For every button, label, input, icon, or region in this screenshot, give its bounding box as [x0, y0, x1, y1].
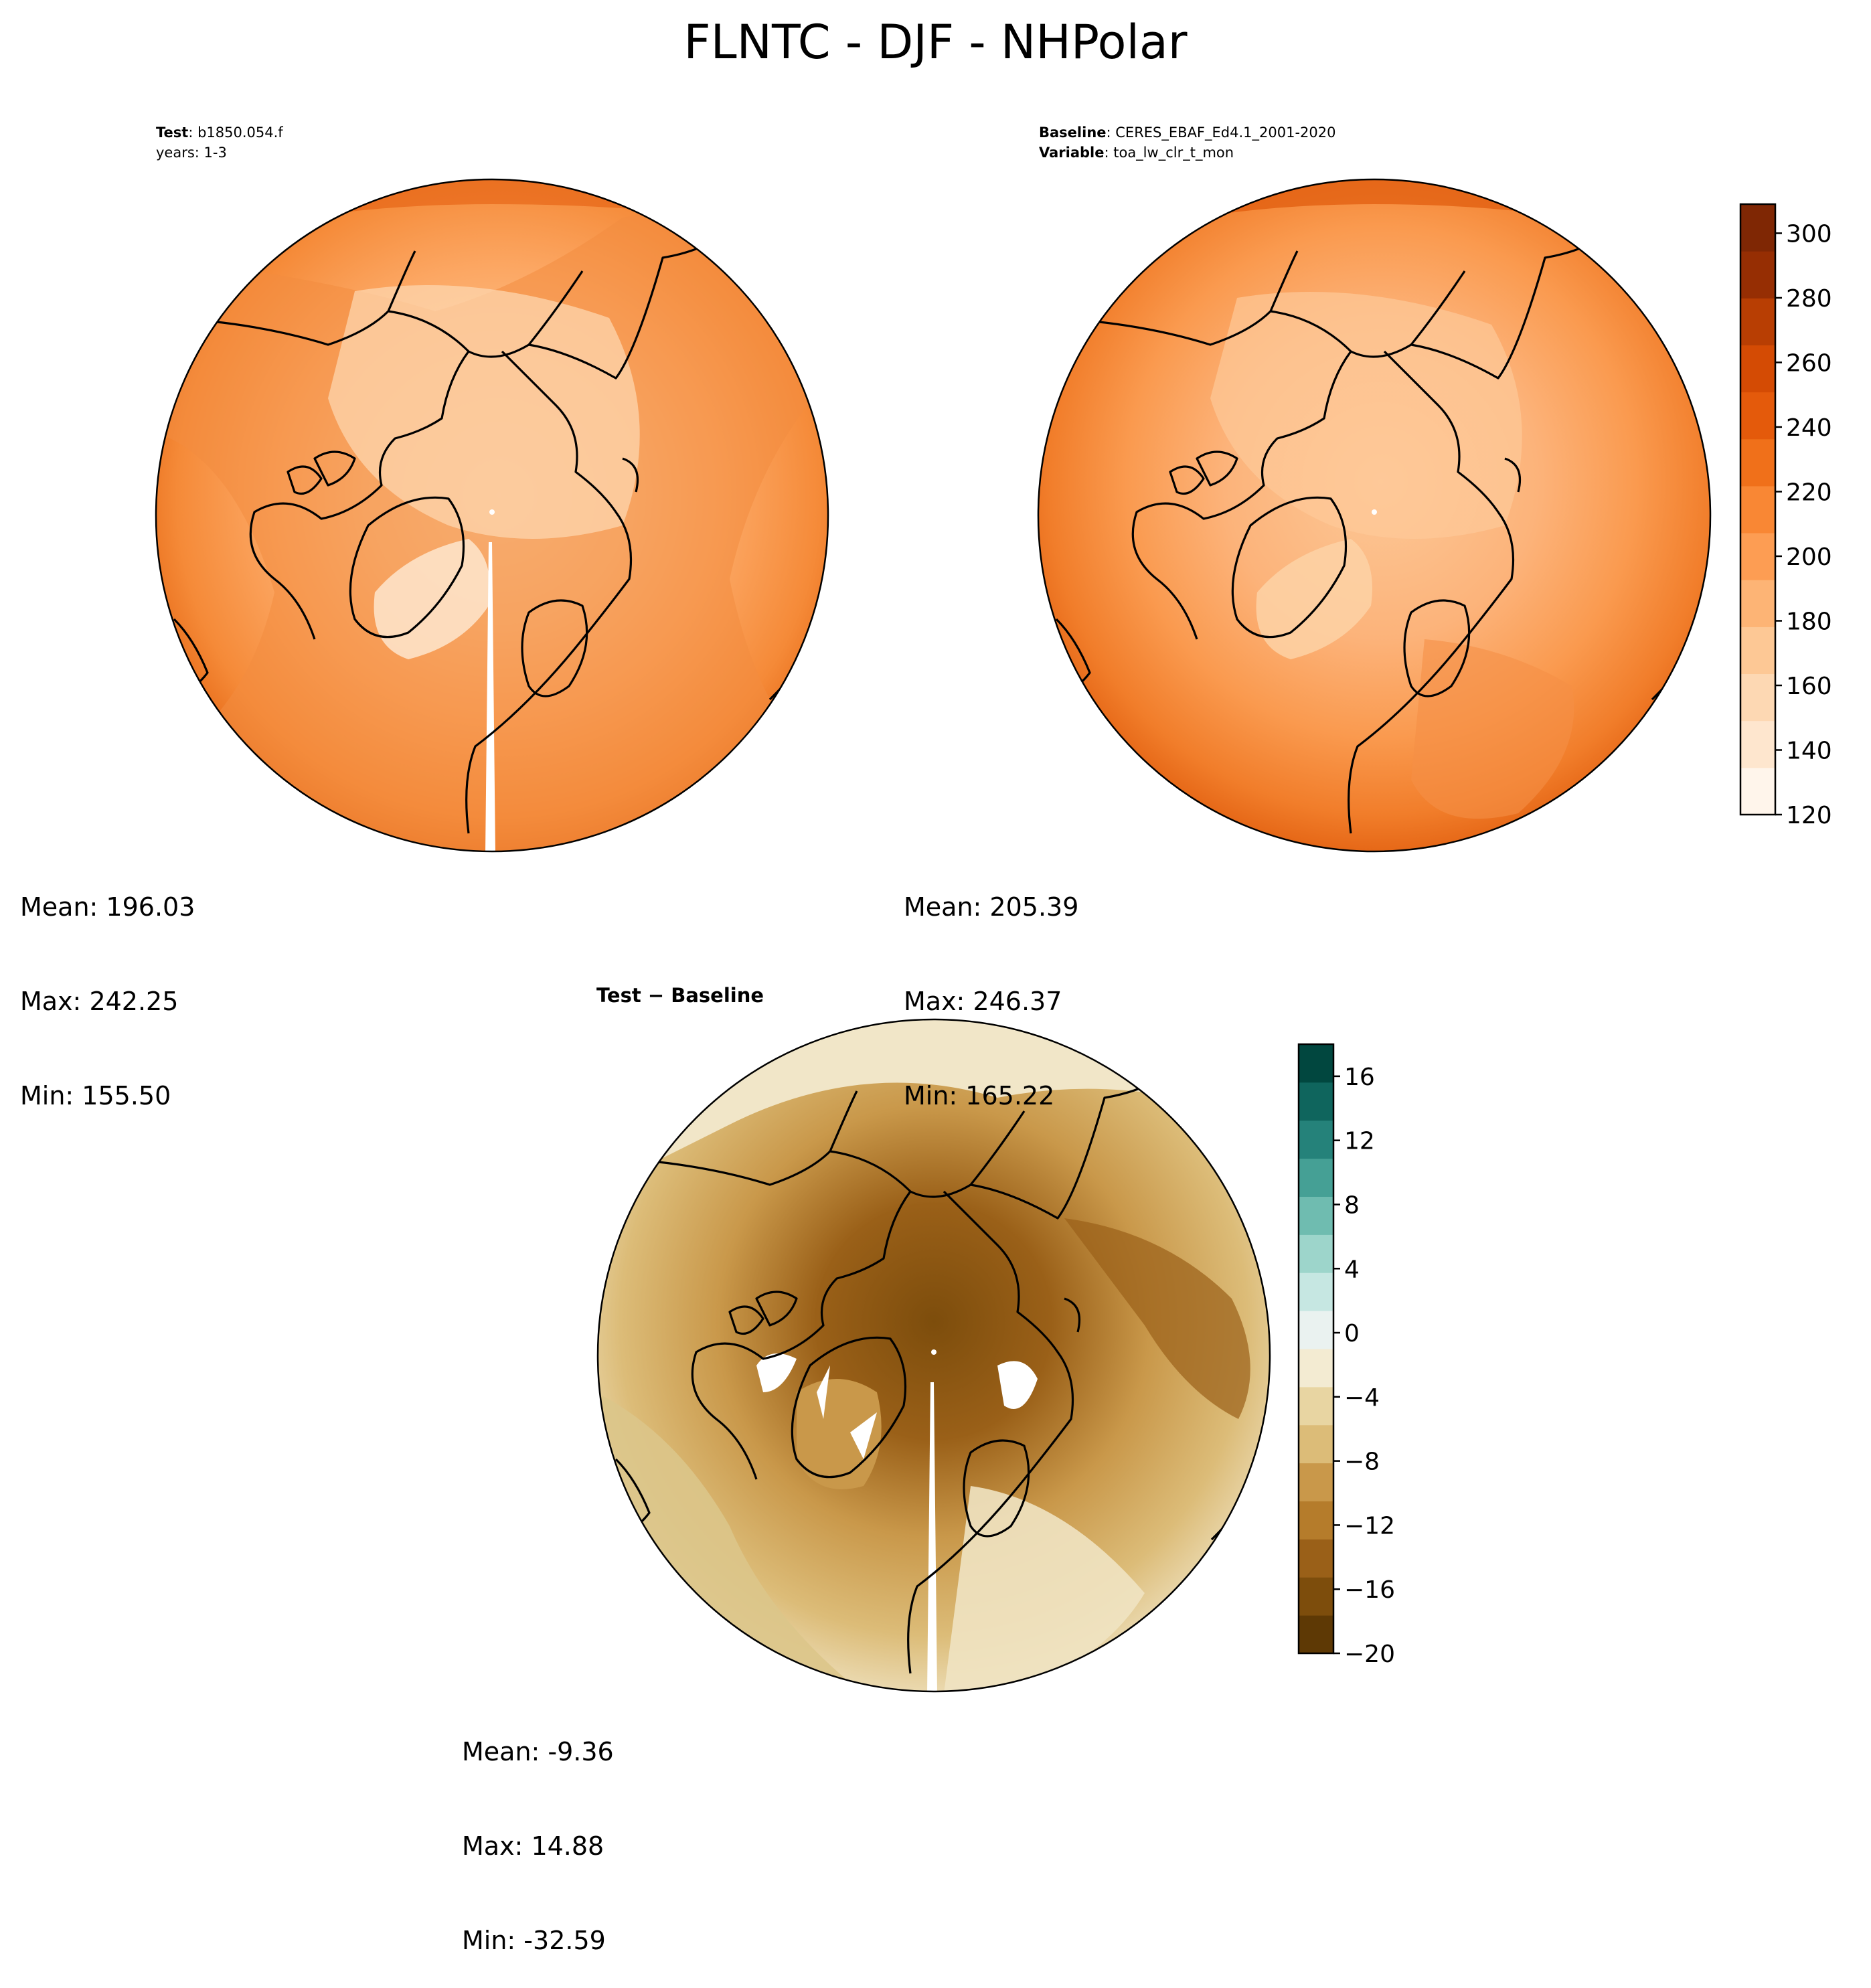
- diff-tick: −16: [1333, 1576, 1395, 1604]
- variable-label-key: Variable: [1039, 145, 1105, 161]
- main-tick: 300: [1775, 220, 1832, 248]
- diff-color-segment: [1299, 1463, 1333, 1501]
- main-color-segment: [1740, 533, 1775, 580]
- main-tick: 280: [1775, 285, 1832, 313]
- test-min: Min: 155.50: [20, 1081, 171, 1110]
- main-frame: [1739, 203, 1777, 816]
- diff-tick-label: 12: [1344, 1128, 1375, 1155]
- main-tick-label: 300: [1786, 220, 1832, 248]
- test-label-key: Test: [156, 125, 189, 141]
- main-color-segment: [1740, 673, 1775, 722]
- diff-color-segment: [1299, 1272, 1333, 1311]
- diff-tick: −8: [1333, 1448, 1380, 1476]
- main-tick: 220: [1775, 479, 1832, 506]
- diff-max: Max: 14.88: [462, 1831, 604, 1861]
- diff-mean: Mean: -9.36: [462, 1737, 614, 1766]
- diff-tick-label: −8: [1344, 1448, 1380, 1476]
- main-color-segment: [1740, 438, 1775, 487]
- main-tick: 240: [1775, 414, 1832, 442]
- diff-tick-label: −20: [1344, 1641, 1395, 1668]
- diff-tick: 8: [1333, 1191, 1360, 1219]
- main-color-segment: [1740, 720, 1775, 768]
- main-tick-label: 280: [1786, 285, 1832, 313]
- diff-color-segment: [1299, 1311, 1333, 1349]
- diff-color-segment: [1299, 1501, 1333, 1540]
- diff-tick: −20: [1333, 1641, 1395, 1668]
- diff-map: [596, 1018, 1271, 1693]
- diff-color-segment: [1299, 1196, 1333, 1235]
- diff-title: Test − Baseline: [596, 984, 764, 1007]
- diff-color-segment: [1299, 1349, 1333, 1388]
- main-color-segment: [1740, 251, 1775, 299]
- diff-tick: 12: [1333, 1128, 1375, 1155]
- baseline-min: Min: 165.22: [904, 1081, 1055, 1110]
- figure-title: FLNTC - DJF - NHPolar: [683, 15, 1188, 70]
- main-color-segment: [1740, 345, 1775, 393]
- main-colorbar: 120 140 160 180 200 220 240 260 280 300: [1739, 203, 1832, 829]
- main-color-segment: [1740, 485, 1775, 533]
- diff-color-segment: [1299, 1424, 1333, 1464]
- diff-tick-label: −4: [1344, 1384, 1380, 1412]
- diff-color-segment: [1299, 1615, 1333, 1654]
- baseline-label-key: Baseline: [1039, 125, 1107, 141]
- main-tick-label: 260: [1786, 349, 1832, 377]
- test-map: [155, 178, 829, 853]
- main-tick-label: 200: [1786, 544, 1832, 571]
- main-tick-label: 180: [1786, 608, 1832, 635]
- test-max: Max: 242.25: [20, 987, 179, 1016]
- diff-color-segment: [1299, 1158, 1333, 1197]
- diff-tick-label: −16: [1344, 1576, 1395, 1604]
- main-tick-label: 140: [1786, 737, 1832, 764]
- main-tick-label: 160: [1786, 673, 1832, 700]
- main-tick: 120: [1775, 802, 1832, 829]
- diff-color-segment: [1299, 1386, 1333, 1426]
- variable-label-value: : toa_lw_clr_t_mon: [1104, 145, 1234, 161]
- test-stats: Mean: 196.03 Max: 242.25 Min: 155.50: [20, 829, 195, 1143]
- diff-stats: Mean: -9.36 Max: 14.88 Min: -32.59: [462, 1673, 614, 1988]
- diff-tick: 0: [1333, 1320, 1360, 1347]
- main-color-segment: [1740, 298, 1775, 345]
- diff-color-segment: [1299, 1234, 1333, 1273]
- test-label: Test: b1850.054.f years: 1-3: [156, 122, 283, 163]
- main-tick: 180: [1775, 608, 1832, 635]
- main-color-segment: [1740, 767, 1775, 815]
- baseline-mean: Mean: 205.39: [904, 892, 1079, 922]
- main-tick: 140: [1775, 737, 1832, 764]
- baseline-stats: Mean: 205.39 Max: 246.37 Min: 165.22: [904, 829, 1078, 1143]
- baseline-map: [1037, 178, 1712, 853]
- test-label-value: : b1850.054.f: [188, 125, 283, 141]
- main-tick: 260: [1775, 349, 1832, 377]
- main-color-segment: [1740, 580, 1775, 627]
- main-tick: 160: [1775, 673, 1832, 700]
- main-tick-label: 240: [1786, 414, 1832, 442]
- diff-tick-label: 0: [1344, 1320, 1360, 1347]
- diff-colorbar: −20 −16 −12 −8 −4 0 4 8 12 16: [1297, 1043, 1395, 1668]
- main-color-segment: [1740, 204, 1775, 252]
- diff-min: Min: -32.59: [462, 1926, 606, 1955]
- main-color-segment: [1740, 392, 1775, 440]
- diff-tick-label: 4: [1344, 1256, 1360, 1283]
- diff-tick: −4: [1333, 1384, 1380, 1412]
- diff-color-segment: [1299, 1539, 1333, 1578]
- diff-tick: 16: [1333, 1064, 1375, 1091]
- diff-tick: −12: [1333, 1512, 1395, 1540]
- diff-frame: [1297, 1043, 1335, 1655]
- diff-tick: 4: [1333, 1256, 1360, 1283]
- diff-tick-label: 16: [1344, 1064, 1375, 1091]
- baseline-max: Max: 246.37: [904, 987, 1062, 1016]
- baseline-label: Baseline: CERES_EBAF_Ed4.1_2001-2020 Var…: [1039, 122, 1335, 163]
- diff-tick-label: 8: [1344, 1191, 1360, 1219]
- main-tick-label: 220: [1786, 479, 1832, 506]
- main-tick-label: 120: [1786, 802, 1832, 829]
- diff-color-segment: [1299, 1044, 1333, 1083]
- diff-color-segment: [1299, 1120, 1333, 1159]
- test-mean: Mean: 196.03: [20, 892, 195, 922]
- diff-color-segment: [1299, 1082, 1333, 1121]
- main-color-segment: [1740, 627, 1775, 675]
- diff-tick-label: −12: [1344, 1512, 1395, 1540]
- diff-color-segment: [1299, 1577, 1333, 1616]
- main-tick: 200: [1775, 544, 1832, 571]
- test-years: years: 1-3: [156, 145, 227, 161]
- baseline-label-value: : CERES_EBAF_Ed4.1_2001-2020: [1106, 125, 1336, 141]
